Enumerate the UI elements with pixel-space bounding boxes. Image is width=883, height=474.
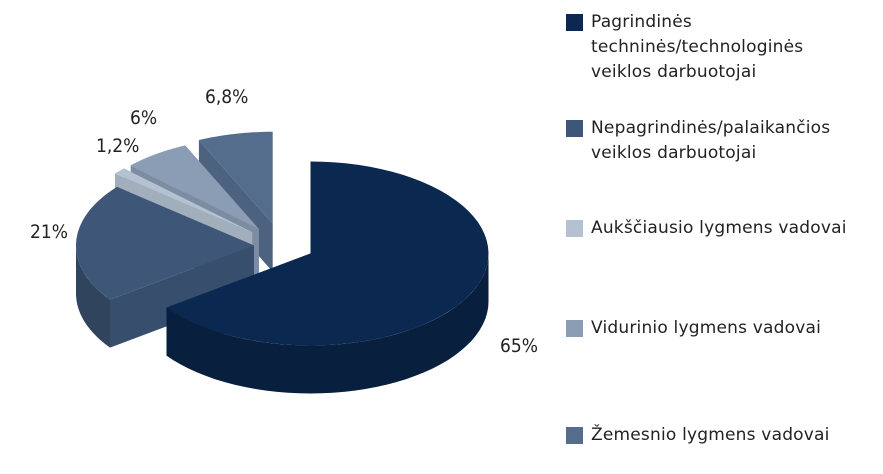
legend-swatch: [566, 427, 583, 444]
slice-wall: [166, 253, 489, 394]
legend-item: Nepagrindinės/palaikančios veiklos darbu…: [566, 116, 853, 166]
legend-label: Pagrindinės techninės/technologinės veik…: [591, 12, 804, 82]
data-label: 1,2%: [96, 135, 139, 157]
slice-top: [130, 145, 259, 230]
data-label: 65%: [500, 335, 538, 357]
legend-item: Aukščiausio lygmens vadovai: [566, 216, 853, 241]
slice: [166, 161, 489, 394]
data-label: 6%: [130, 107, 157, 129]
legend-item: Vidurinio lygmens vadovai: [566, 316, 853, 341]
slice-top: [76, 186, 254, 300]
legend-label: Žemesnio lygmens vadovai: [591, 425, 830, 445]
legend-item: Pagrindinės techninės/technologinės veik…: [566, 10, 853, 85]
slice-top: [198, 131, 273, 224]
data-label: 21%: [30, 221, 68, 243]
slice-top: [115, 168, 253, 233]
legend-swatch: [566, 320, 583, 337]
legend-label: Aukščiausio lygmens vadovai: [591, 218, 847, 238]
chart: 65% 21% 1,2% 6% 6,8%: [30, 86, 538, 394]
legend-swatch: [566, 14, 583, 31]
slice: [76, 186, 255, 348]
slice-top: [166, 161, 489, 346]
legend-label: Nepagrindinės/palaikančios veiklos darbu…: [591, 118, 831, 163]
legend-label: Vidurinio lygmens vadovai: [591, 318, 822, 338]
data-label: 6,8%: [205, 86, 248, 108]
legend-swatch: [566, 120, 583, 137]
legend-item: Žemesnio lygmens vadovai: [566, 423, 853, 448]
legend: Pagrindinės techninės/technologinės veik…: [566, 8, 876, 474]
slice-wall: [76, 245, 110, 348]
legend-swatch: [566, 220, 583, 237]
